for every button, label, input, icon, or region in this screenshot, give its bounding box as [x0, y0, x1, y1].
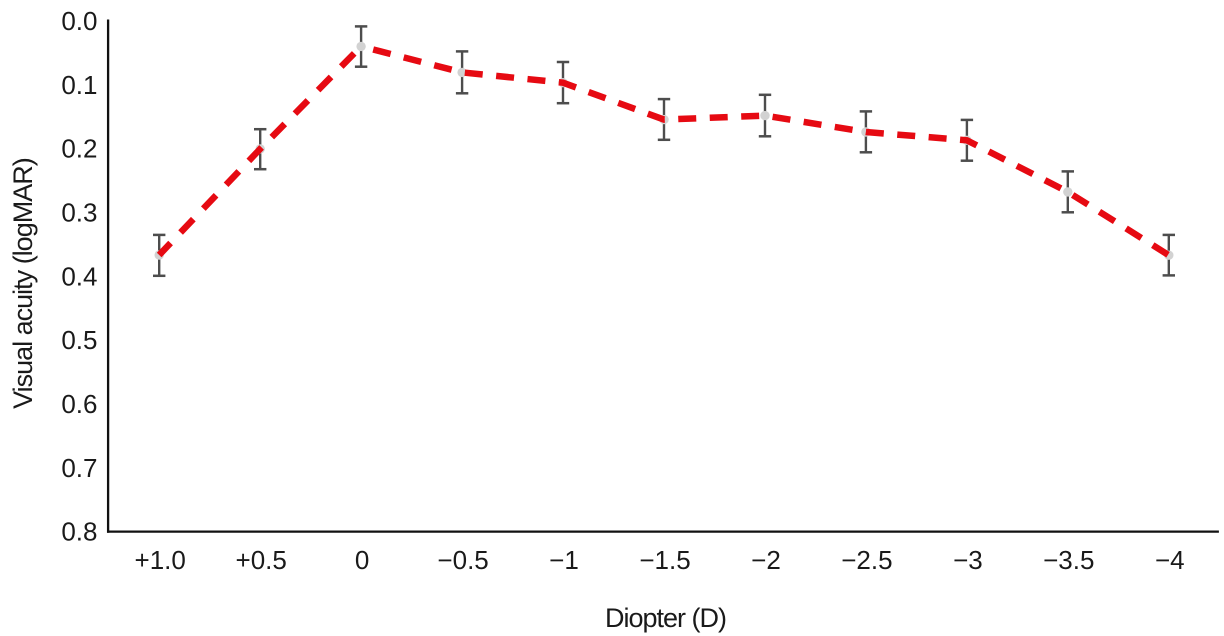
svg-text:0.4: 0.4	[61, 261, 97, 291]
svg-text:−2: −2	[751, 545, 781, 575]
svg-text:0.5: 0.5	[61, 325, 97, 355]
svg-text:0.2: 0.2	[61, 134, 97, 164]
svg-text:−1: −1	[549, 545, 579, 575]
svg-text:Visual acuity (logMAR): Visual acuity (logMAR)	[8, 158, 38, 409]
svg-text:−3.5: −3.5	[1043, 545, 1094, 575]
svg-text:0.0: 0.0	[61, 6, 97, 36]
svg-text:+1.0: +1.0	[135, 545, 186, 575]
svg-text:0.7: 0.7	[61, 453, 97, 483]
svg-text:−1.5: −1.5	[639, 545, 690, 575]
svg-text:0.1: 0.1	[61, 70, 97, 100]
svg-text:−0.5: −0.5	[437, 545, 488, 575]
svg-text:−3: −3	[953, 545, 983, 575]
svg-text:+0.5: +0.5	[236, 545, 287, 575]
svg-text:Diopter (D): Diopter (D)	[605, 603, 726, 633]
svg-text:0.6: 0.6	[61, 389, 97, 419]
svg-text:0: 0	[355, 545, 369, 575]
svg-text:0.8: 0.8	[61, 517, 97, 547]
svg-text:−2.5: −2.5	[841, 545, 892, 575]
svg-text:−4: −4	[1155, 545, 1185, 575]
svg-text:0.3: 0.3	[61, 198, 97, 228]
